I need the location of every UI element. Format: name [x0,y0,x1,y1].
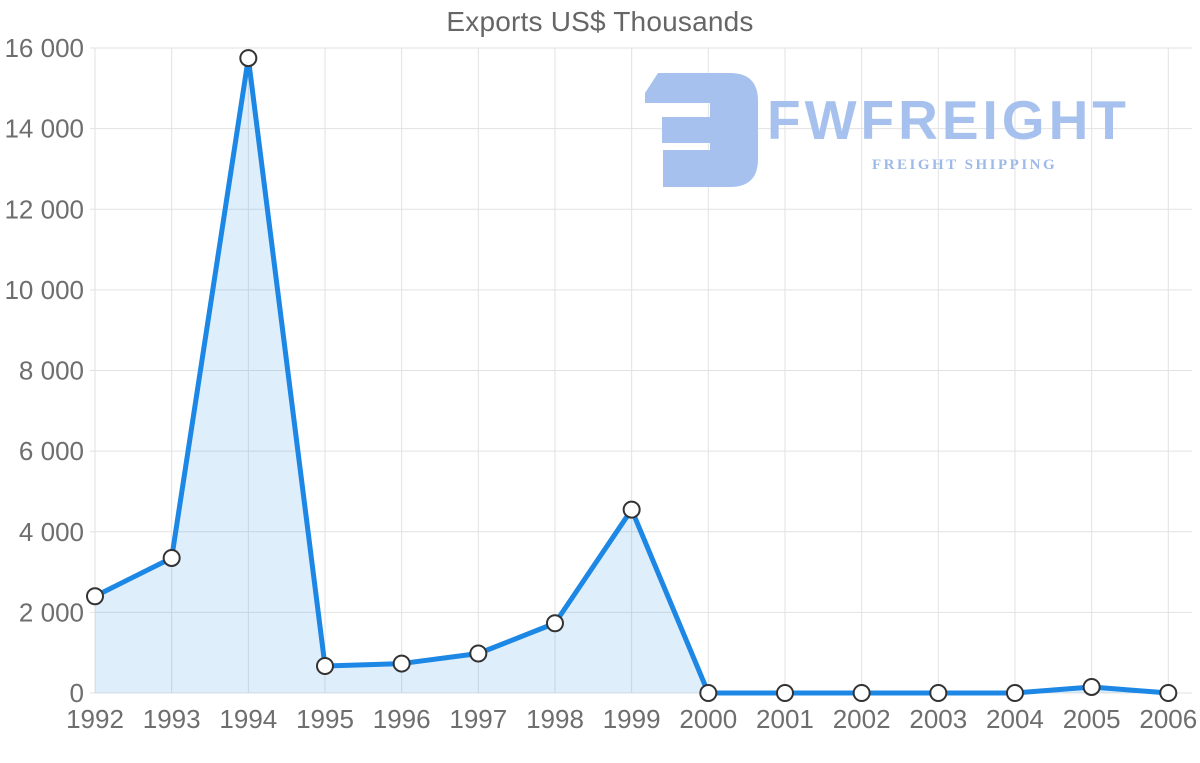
x-axis-label: 2001 [756,704,814,734]
x-axis-label: 2002 [833,704,891,734]
data-point-1998[interactable] [545,614,564,633]
x-axis-label: 1997 [449,704,507,734]
x-axis-label: 2003 [909,704,967,734]
x-axis-label: 1992 [66,704,124,734]
y-axis-label: 14 000 [4,114,84,144]
data-point-2005[interactable] [1082,677,1101,696]
y-axis-label: 8 000 [19,356,84,386]
y-axis-label: 10 000 [4,275,84,305]
x-axis-label: 2004 [986,704,1044,734]
y-axis-label: 4 000 [19,517,84,547]
y-axis-label: 0 [70,678,84,708]
data-point-1993[interactable] [162,548,181,567]
data-point-1994[interactable] [239,49,258,68]
data-point-1999[interactable] [622,500,641,519]
x-axis-label: 1995 [296,704,354,734]
y-axis-label: 6 000 [19,436,84,466]
series-area [95,58,1169,693]
x-axis-label: 1996 [373,704,431,734]
data-point-1995[interactable] [315,656,334,675]
x-axis-label: 1998 [526,704,584,734]
y-axis-label: 2 000 [19,597,84,627]
data-point-2000[interactable] [699,684,718,702]
x-axis-label: 1999 [603,704,661,734]
data-point-1992[interactable] [86,587,104,606]
data-point-2006[interactable] [1159,684,1178,702]
data-point-1996[interactable] [392,654,411,673]
data-point-2004[interactable] [1005,684,1024,702]
x-axis-label: 1994 [219,704,277,734]
x-axis-label: 1993 [143,704,201,734]
chart-title: Exports US$ Thousands [446,6,754,37]
data-point-2003[interactable] [929,684,948,702]
x-axis-label: 2005 [1063,704,1121,734]
data-point-2001[interactable] [775,684,794,702]
data-point-2002[interactable] [852,684,871,702]
y-axis-label: 16 000 [4,33,84,63]
y-axis-label: 12 000 [4,194,84,224]
data-point-1997[interactable] [469,644,488,663]
x-axis-label: 2000 [679,704,737,734]
x-axis-label: 2006 [1139,704,1197,734]
